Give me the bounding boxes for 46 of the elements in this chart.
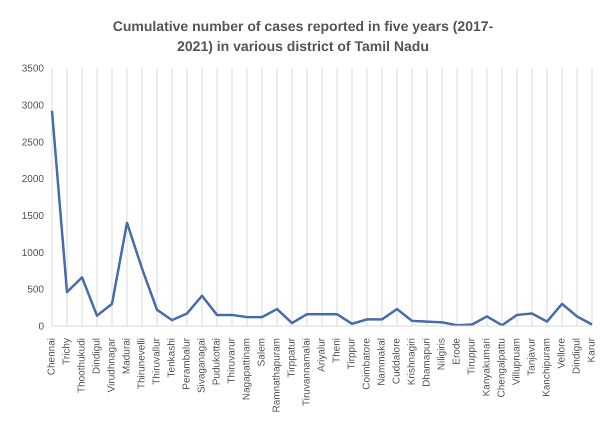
x-tick-label: Perambalur <box>182 337 192 390</box>
x-tick-label: Sivaganagai <box>196 338 208 394</box>
x-tick-label: Tenkashi <box>166 338 178 378</box>
x-tick-label: Krishnagiri <box>406 338 418 386</box>
x-tick-label: Tiruvannamalai <box>302 338 312 406</box>
y-tick-label: 2500 <box>22 137 44 148</box>
y-tick-label: 500 <box>27 284 44 296</box>
x-tick-label: Vellore <box>556 338 568 369</box>
x-tick-label: Thirunevelli <box>136 338 148 390</box>
x-tick-label: Tirppatur <box>286 337 298 378</box>
y-tick-label: 1500 <box>22 210 44 222</box>
x-tick-label: Salem <box>256 338 268 366</box>
x-tick-label: Niligiris <box>436 338 448 370</box>
x-tick-label: Thoothukudi <box>76 338 88 394</box>
x-tick-label: Theni <box>332 338 342 364</box>
x-tick-label: Dhamapuri <box>422 338 432 387</box>
x-tick-label: Thiruvallur <box>152 337 162 385</box>
y-tick-label: 3500 <box>22 64 44 75</box>
x-tick-label: Coimbatore <box>362 338 372 390</box>
x-tick-label: Trichy <box>62 338 72 365</box>
x-tick-label: Tanjavur <box>526 337 538 376</box>
chart-title: Cumulative number of cases reported in five years (2017-2021) in various district of Tamil Nadu <box>112 17 494 56</box>
x-tick-label: Ramnathapuram <box>272 338 282 412</box>
x-tick-label: Tiruppur <box>466 337 478 375</box>
x-tick-label: Nagapattinam <box>242 338 252 400</box>
x-tick-label: Cuddalore <box>392 338 402 384</box>
x-tick-label: Chennai <box>46 338 58 376</box>
x-tick-label: Ariyalur <box>316 337 328 372</box>
y-tick-label: 3000 <box>22 100 44 112</box>
x-tick-label: Villupruam <box>512 338 522 386</box>
y-tick-label: 0 <box>38 322 44 333</box>
x-tick-label: Karur <box>586 337 598 362</box>
x-tick-label: Erode <box>452 338 462 365</box>
x-tick-label: Chengalpattu <box>496 338 508 398</box>
x-tick-label: Thiruvarur <box>226 337 238 384</box>
x-tick-label: Dindigul <box>572 338 582 374</box>
x-tick-label: Pudukottai <box>212 338 222 386</box>
y-tick-label: 1000 <box>22 248 44 259</box>
x-tick-label: Kanyakumari <box>482 338 492 396</box>
x-tick-label: Virudhnagar <box>106 337 118 392</box>
x-tick-label: Nammakal <box>376 338 388 386</box>
x-tick-label: Madurai <box>122 338 132 374</box>
x-tick-label: Dindigul <box>92 338 102 374</box>
x-tick-label: Tirppur <box>346 337 358 370</box>
y-tick-label: 2000 <box>22 174 44 186</box>
x-tick-label: Kanchipuram <box>542 338 552 397</box>
